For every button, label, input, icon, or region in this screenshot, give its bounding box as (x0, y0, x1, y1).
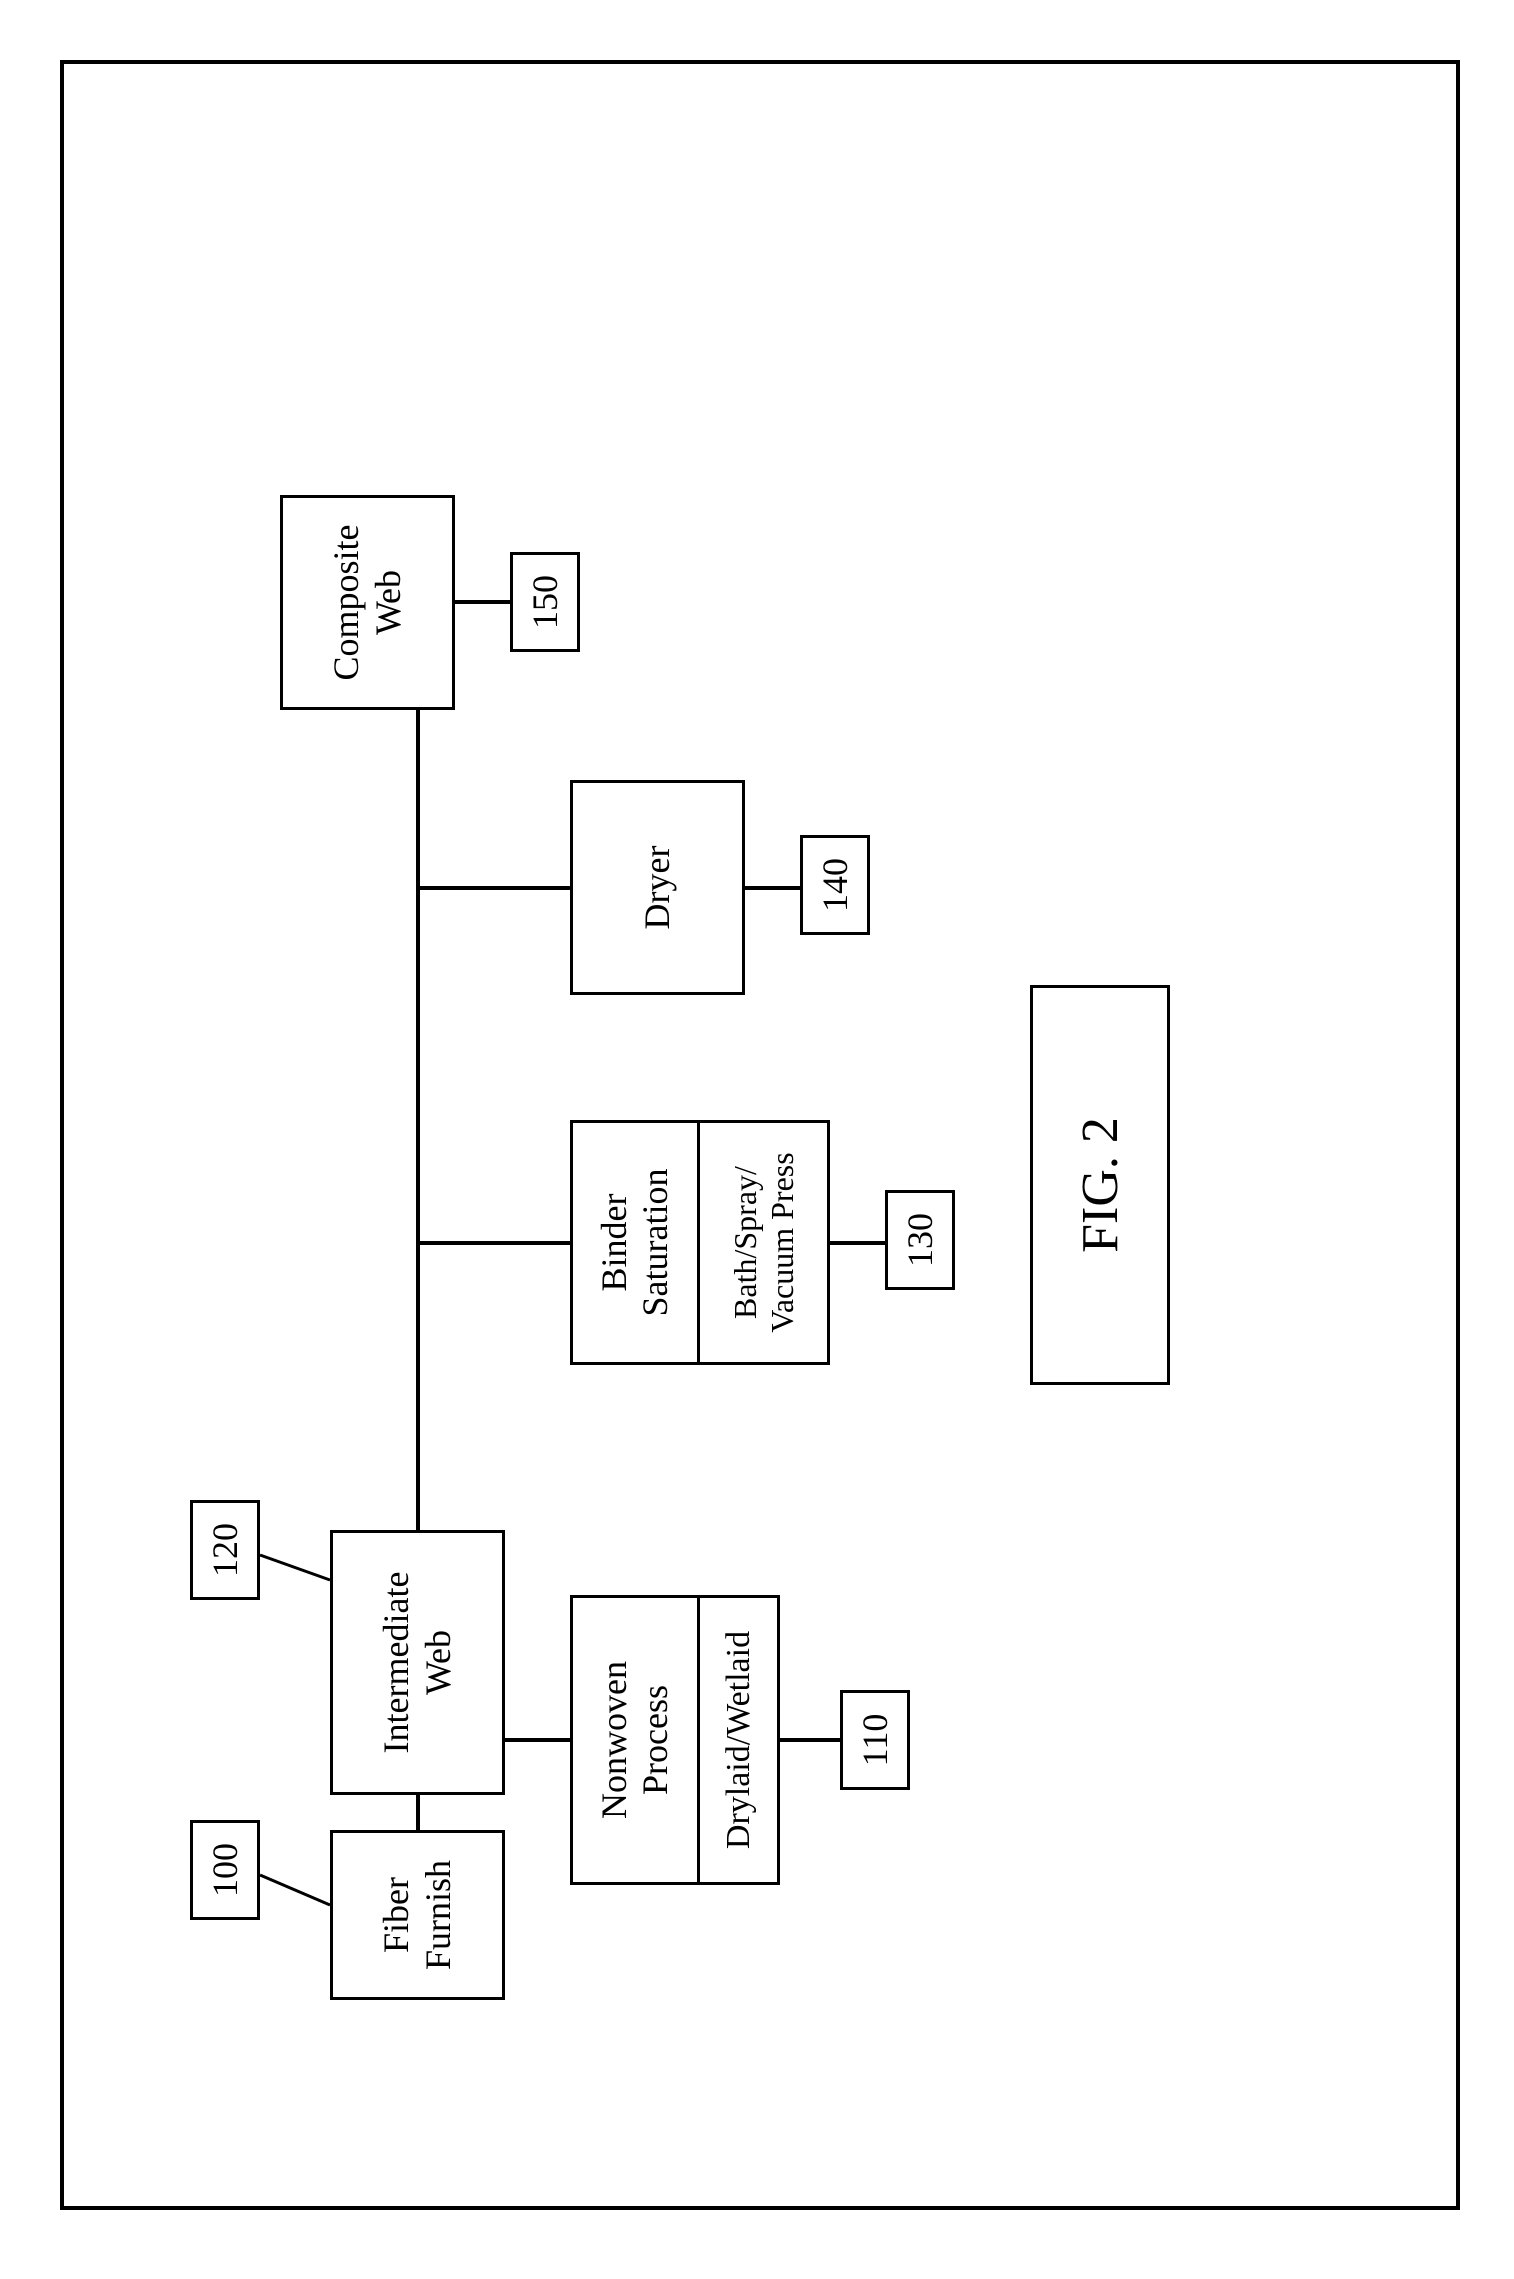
ref-110: 110 (840, 1690, 910, 1790)
node-dryer: Dryer (570, 780, 745, 995)
ref-label: 120 (204, 1523, 246, 1577)
node-composite-web: CompositeWeb (280, 495, 455, 710)
node-nonwoven-process: NonwovenProcess (570, 1595, 700, 1885)
figure-caption: FIG. 2 (1030, 985, 1170, 1385)
connector-ref-110 (780, 1738, 840, 1742)
connector-nonwoven-up (505, 1738, 570, 1742)
node-label: Dryer (637, 846, 678, 930)
caption-label: FIG. 2 (1071, 1117, 1130, 1253)
ref-label: 150 (524, 575, 566, 629)
connector-binder-up (418, 1241, 570, 1245)
connector-ref-130 (830, 1241, 885, 1245)
flowchart: FiberFurnish IntermediateWeb NonwovenPro… (160, 300, 1260, 2000)
node-binder-saturation: BinderSaturation (570, 1120, 700, 1365)
ref-130: 130 (885, 1190, 955, 1290)
ref-label: 140 (814, 858, 856, 912)
node-label: FiberFurnish (376, 1860, 459, 1970)
ref-label: 110 (854, 1714, 896, 1767)
node-intermediate-web: IntermediateWeb (330, 1530, 505, 1795)
ref-120: 120 (190, 1500, 260, 1600)
node-label: IntermediateWeb (376, 1572, 459, 1754)
ref-label: 130 (899, 1213, 941, 1267)
ref-label: 100 (204, 1843, 246, 1897)
node-label: BinderSaturation (594, 1169, 677, 1317)
connector-dryer-up (418, 886, 570, 890)
node-label: Bath/Spray/Vacuum Press (727, 1152, 801, 1332)
node-fiber-furnish: FiberFurnish (330, 1830, 505, 2000)
node-label: NonwovenProcess (594, 1661, 677, 1819)
node-bath-spray-vacuum: Bath/Spray/Vacuum Press (700, 1120, 830, 1365)
node-drylaid-wetlaid: Drylaid/Wetlaid (700, 1595, 780, 1885)
ref-140: 140 (800, 835, 870, 935)
node-label: CompositeWeb (326, 525, 409, 681)
connector-ref-140 (745, 886, 800, 890)
ref-150: 150 (510, 552, 580, 652)
connector-ref-150 (455, 600, 510, 604)
node-label: Drylaid/Wetlaid (719, 1631, 758, 1849)
ref-100: 100 (190, 1820, 260, 1920)
